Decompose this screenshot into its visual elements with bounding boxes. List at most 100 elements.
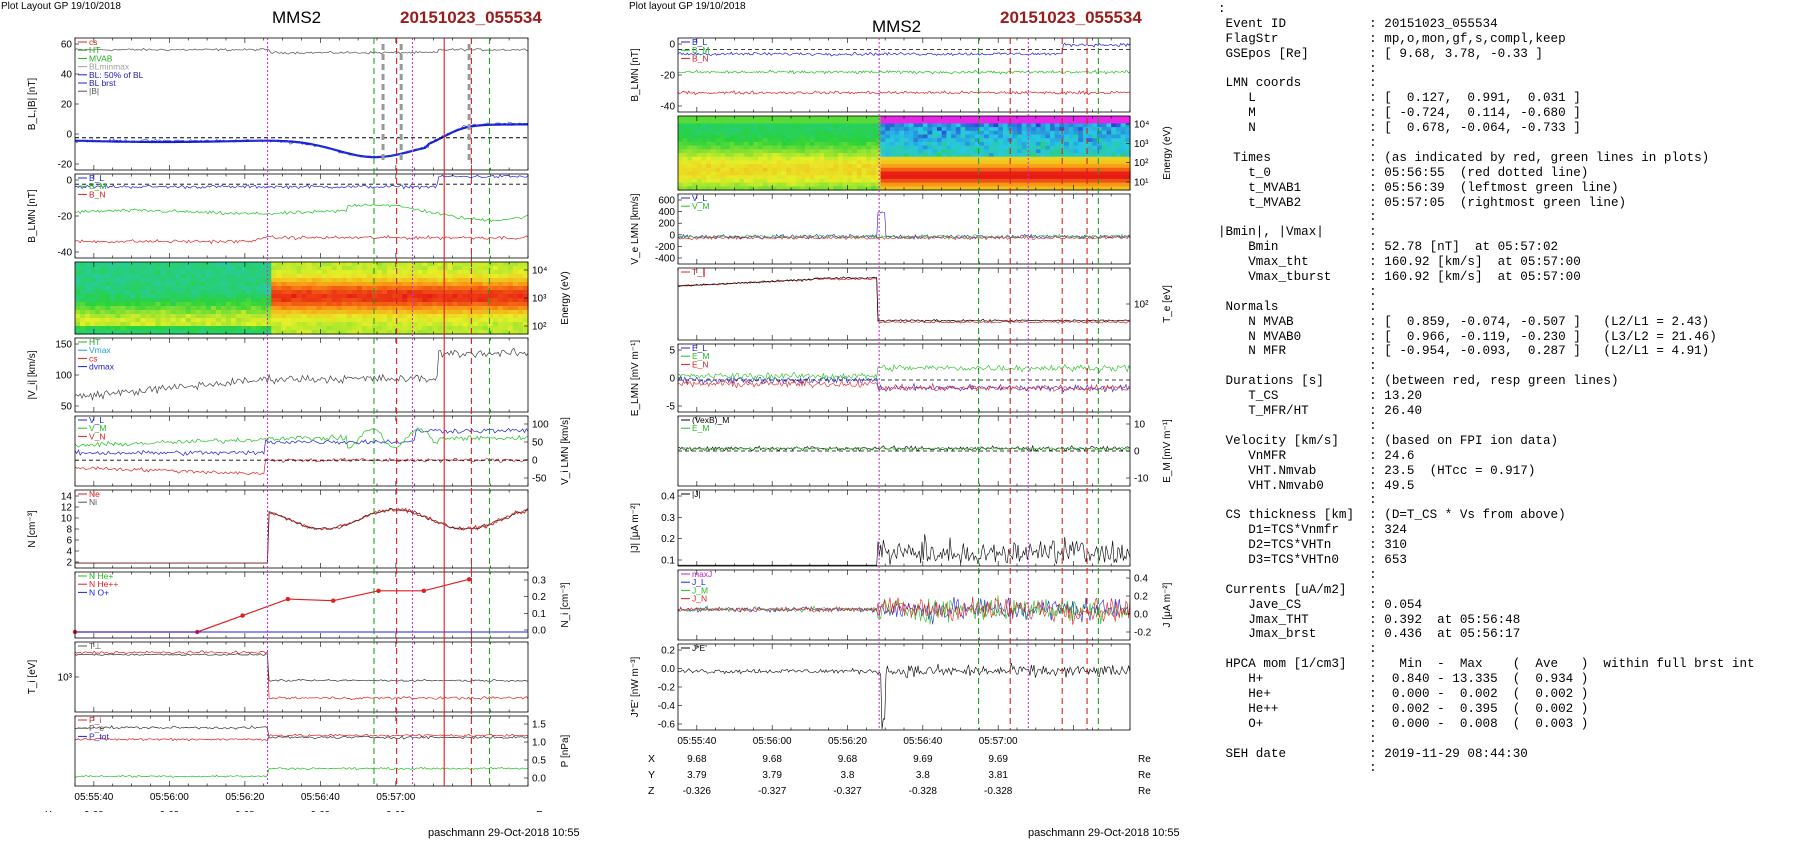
info-line: D2=TCS*VHTn : 310	[1218, 538, 1407, 553]
spectrogram-cell	[706, 134, 712, 139]
spectrogram-cell	[306, 330, 313, 335]
time-tick-label: 05:56:40	[301, 792, 340, 803]
spectrogram-cell	[687, 116, 693, 121]
spectrogram-cell	[195, 298, 202, 303]
spectrogram-cell	[472, 286, 479, 291]
left-spacecraft-title: MMS2	[272, 8, 322, 27]
spectrogram-cell	[937, 175, 943, 180]
spectrogram-cell	[492, 278, 499, 283]
spectrogram-cell	[346, 318, 353, 323]
time-tick-label: 05:55:40	[677, 736, 716, 747]
spectrogram-cell	[1115, 178, 1122, 184]
spectrogram-cell	[205, 270, 212, 275]
spectrogram-cell	[452, 314, 459, 319]
spectrogram-cell	[1082, 134, 1089, 139]
spectrogram-cell	[951, 164, 957, 169]
spectrogram-cell	[908, 116, 914, 121]
spectrogram-cell	[492, 310, 499, 315]
spectrogram-cell	[226, 262, 232, 267]
spectrogram-cell	[1101, 156, 1108, 161]
spectrogram-cell	[190, 310, 197, 315]
info-line: Times : (as indicated by red, green line…	[1218, 150, 1710, 165]
spectrogram-cell	[880, 160, 886, 165]
spectrogram-cell	[941, 134, 947, 139]
spectrogram-cell	[932, 156, 938, 161]
spectrogram-cell	[682, 138, 688, 143]
spectrogram-cell	[226, 314, 232, 319]
spectrogram-cell	[447, 278, 454, 283]
spectrogram-cell	[908, 186, 914, 191]
spectrogram-cell	[356, 262, 363, 267]
spectrogram-cell	[880, 116, 886, 121]
spectrogram-cell	[988, 182, 995, 187]
spectrogram-cell	[734, 130, 740, 136]
spectrogram-cell	[706, 116, 712, 121]
spectrogram-cell	[786, 141, 792, 147]
spectrogram-cell	[291, 302, 297, 307]
spectrogram-cell	[814, 156, 820, 161]
spectrogram-cell	[838, 160, 844, 165]
info-line: SEH date : 2019-11-29 08:44:30	[1218, 746, 1528, 761]
spectrogram-cell	[231, 282, 237, 287]
info-line: t_MVAB1 : 05:56:39 (leftmost green line)	[1218, 180, 1619, 195]
spectrogram-cell	[507, 294, 514, 299]
spectrogram-cell	[1064, 119, 1070, 124]
spectrogram-cell	[467, 274, 474, 279]
spectrogram-cell	[507, 262, 514, 267]
spectrogram-cell	[701, 156, 707, 161]
spectrogram-cell	[701, 153, 707, 158]
spectrogram-cell	[1017, 156, 1023, 161]
spectrogram-cell	[301, 286, 308, 291]
y-tick-label: -0.4	[658, 701, 676, 712]
spectrogram-cell	[819, 156, 825, 161]
spectrogram-cell	[492, 314, 499, 319]
spectrogram-cell	[422, 286, 428, 291]
spectrogram-cell	[140, 282, 146, 287]
spectrogram-cell	[125, 286, 131, 291]
spectrogram-cell	[682, 178, 688, 184]
spectrogram-cell	[894, 186, 900, 191]
spectrogram-cell	[692, 156, 698, 161]
spectrogram-cell	[932, 178, 938, 184]
spectrogram-cell	[366, 298, 373, 303]
spectrogram-cell	[833, 134, 839, 139]
spectrogram-cell	[984, 116, 990, 121]
spectrogram-cell	[748, 182, 754, 187]
spectrogram-cell	[772, 164, 778, 169]
spectrogram-cell	[969, 127, 976, 132]
spectrogram-cell	[336, 298, 343, 303]
spectrogram-cell	[205, 310, 212, 315]
spectrogram-cell	[261, 266, 267, 271]
spectrogram-cell	[417, 302, 423, 307]
spectrogram-cell	[306, 298, 313, 303]
spectrogram-cell	[407, 278, 413, 283]
spectrogram-cell	[795, 134, 801, 139]
spectrogram-cell	[791, 141, 797, 147]
spectrogram-cell	[767, 145, 773, 150]
spectrogram-cell	[346, 270, 353, 275]
spectrogram-cell	[875, 186, 882, 191]
spectrogram-cell	[291, 318, 297, 323]
spectrogram-cell	[791, 156, 797, 161]
spectrogram-cell	[1092, 167, 1098, 173]
spectrogram-cell	[734, 156, 740, 161]
spectrogram-cell	[1017, 145, 1023, 150]
spectrogram-cell	[170, 310, 177, 315]
spectrogram-cell	[246, 286, 252, 291]
spectrogram-cell	[326, 310, 333, 315]
spectrogram-cell	[271, 266, 277, 271]
spectrogram-cell	[125, 290, 131, 295]
spectrogram-cell	[776, 127, 783, 132]
spectrogram-cell	[407, 290, 413, 295]
spectrogram-cell	[894, 171, 900, 176]
spectrogram-cell	[1082, 138, 1089, 143]
spectrogram-cell	[711, 123, 717, 128]
spectrogram-cell	[472, 290, 479, 295]
y-tick-label: 0.2	[1134, 592, 1148, 603]
spectrogram-cell	[753, 138, 759, 143]
spectrogram-cell	[772, 182, 778, 187]
spectrogram-cell	[692, 145, 698, 150]
spectrogram-cell	[682, 182, 688, 187]
spectrogram-cell	[437, 326, 443, 331]
